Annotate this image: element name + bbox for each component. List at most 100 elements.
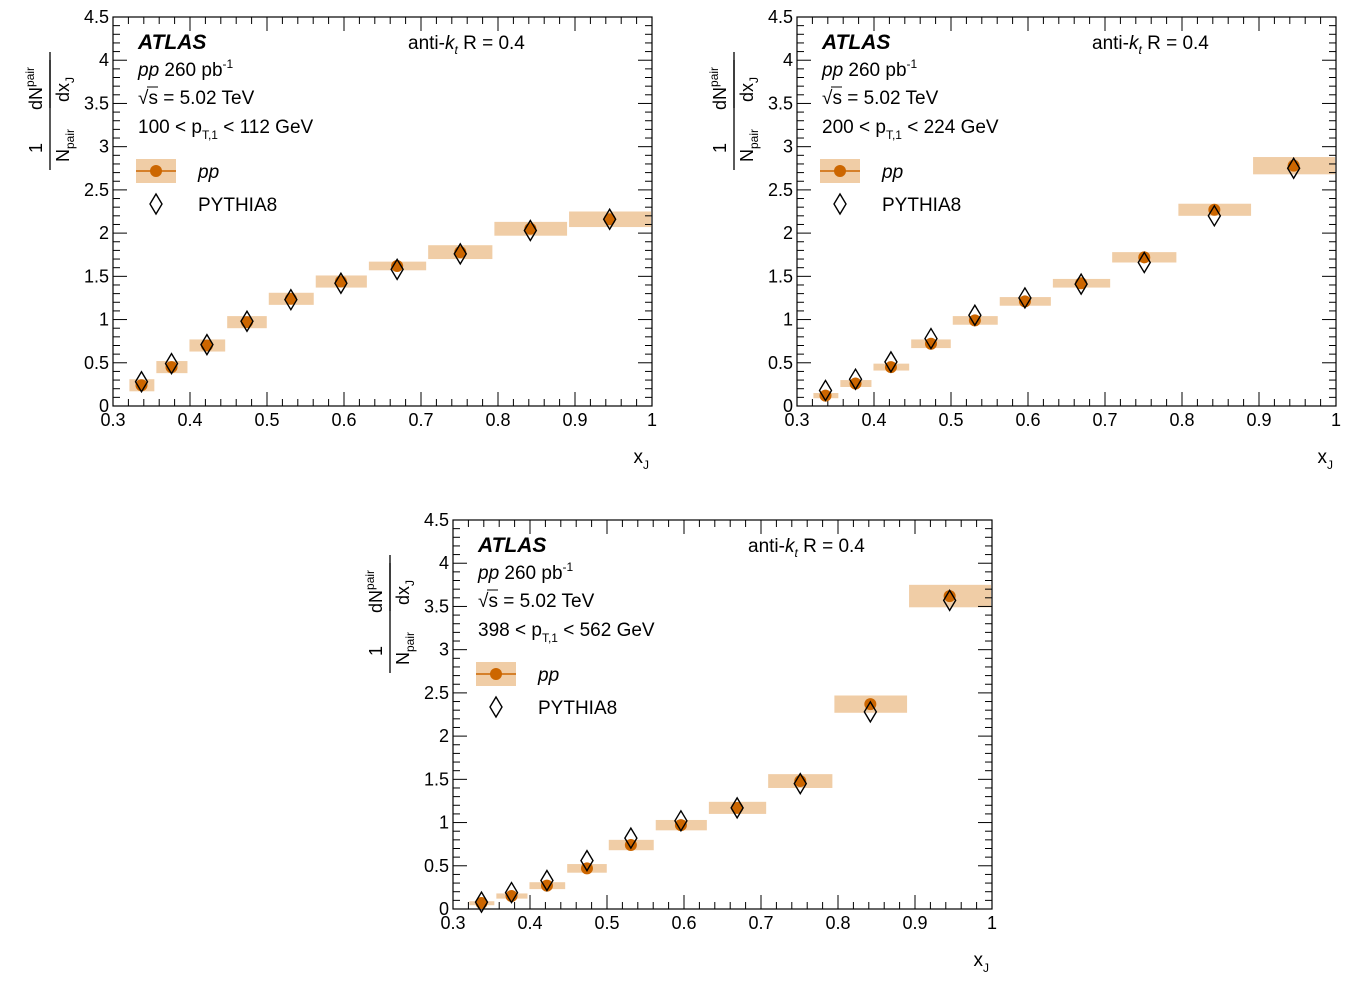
- data-point-pythia8: [240, 309, 254, 333]
- data-point-pythia8: [390, 258, 404, 281]
- y-tick-label: 1.5: [768, 266, 793, 286]
- y-tick-label: 4: [783, 50, 793, 70]
- data-point-pythia8: [134, 370, 149, 394]
- y-tick-label: 0.5: [424, 856, 449, 876]
- chart-panel-2: 0 0.5 1 1.5 2 2.5 3 3.5 4 4.5 0.3 0.4 0.5 0.6 0.7 0.8 0.…: [684, 0, 1362, 485]
- x-tick-label: 0.9: [1246, 410, 1271, 430]
- y-tick-label: 1.5: [424, 769, 449, 789]
- data-point-pythia8: [1286, 156, 1301, 180]
- energy-label: √s = 5.02 TeV: [822, 88, 939, 109]
- y-title-num: dNpair: [23, 67, 46, 110]
- chart-svg: 0 0.5 1 1.5 2 2.5 3 3.5 4 4.5 0.3 0.4 0.5 0.6 0.7 0.8 0.…: [23, 7, 657, 472]
- jet-algo-label: anti-kt R = 0.4: [408, 33, 525, 57]
- y-tick-label: 4.5: [84, 7, 109, 27]
- data-point-pythia8: [284, 288, 298, 312]
- data-point-pythia8: [334, 271, 348, 295]
- legend-marker-pythia8: [489, 695, 503, 719]
- data-point-pythia8: [164, 352, 179, 376]
- legend-label-pythia8: PYTHIA8: [882, 195, 961, 216]
- y-title-den: dxJ: [393, 580, 417, 605]
- y-tick-label: 1.5: [84, 266, 109, 286]
- x-tick-label: 0.7: [1092, 410, 1117, 430]
- x-tick-label: 0.5: [254, 410, 279, 430]
- x-tick-label: 0.8: [825, 913, 850, 933]
- pt-range-label: 200 < pT,1 < 224 GeV: [822, 117, 999, 142]
- x-tick-label: 0.4: [517, 913, 542, 933]
- data-point-pythia8: [580, 849, 594, 872]
- y-tick-label: 0.5: [768, 353, 793, 373]
- x-tick-label: 0.7: [748, 913, 773, 933]
- data-point-pythia8: [523, 219, 538, 242]
- pt-range-label: 398 < pT,1 < 562 GeV: [478, 620, 655, 645]
- data-point-pythia8: [1074, 272, 1088, 296]
- x-tick-label: 0.3: [100, 410, 125, 430]
- legend-label-pp: pp: [537, 665, 559, 686]
- data-point-pythia8: [818, 379, 833, 402]
- x-tick-label: 0.6: [331, 410, 356, 430]
- data-point-pp: [943, 590, 956, 603]
- legend-label-pp: pp: [197, 162, 219, 183]
- y-tick-label: 2.5: [84, 180, 109, 200]
- legend-label-pp: pp: [881, 162, 903, 183]
- y-title-den: dxJ: [53, 77, 77, 102]
- y-tick-label: 2: [99, 223, 109, 243]
- y-tick-label: 4: [99, 50, 109, 70]
- y-title-pref-num: 1: [710, 143, 730, 153]
- data-point-pp: [968, 314, 981, 327]
- data-point-pythia8: [942, 589, 957, 612]
- y-tick-label: 3: [439, 640, 449, 660]
- legend-marker-pp: [834, 165, 846, 177]
- data-point-pythia8: [624, 826, 638, 850]
- y-tick-label: 4.5: [424, 510, 449, 530]
- chart-panel-1: 0 0.5 1 1.5 2 2.5 3 3.5 4 4.5 0.3 0.4 0.5 0.6 0.7 0.8 0.…: [0, 0, 680, 485]
- data-point-pp: [505, 890, 518, 903]
- y-tick-label: 1: [99, 310, 109, 330]
- y-tick-label: 4.5: [768, 7, 793, 27]
- data-point-pp: [540, 879, 553, 892]
- y-tick-label: 1: [783, 310, 793, 330]
- jet-algo-label: anti-kt R = 0.4: [1092, 33, 1209, 57]
- data-point-pythia8: [474, 890, 489, 914]
- plot-frame: [112, 16, 653, 407]
- x-tick-label: 0.7: [408, 410, 433, 430]
- y-title-pref-den: Npair: [393, 632, 417, 665]
- chart-svg: 0 0.5 1 1.5 2 2.5 3 3.5 4 4.5 0.3 0.4 0.5 0.6 0.7 0.8 0.…: [707, 7, 1341, 472]
- data-point-pythia8: [884, 350, 898, 374]
- x-tick-label: 0.8: [1169, 410, 1194, 430]
- y-title-pref-num: 1: [26, 143, 46, 153]
- chart-panel-3: 0 0.5 1 1.5 2 2.5 3 3.5 4 4.5 0.3 0.4 0.5 0.6 0.7 0.8 0.…: [340, 503, 1020, 988]
- data-point-pp: [1138, 251, 1151, 264]
- experiment-label: ATLAS: [821, 31, 890, 54]
- data-point-pythia8: [848, 367, 863, 391]
- chart-svg: 0 0.5 1 1.5 2 2.5 3 3.5 4 4.5 0.3 0.4 0.5 0.6 0.7 0.8 0.…: [363, 510, 997, 975]
- data-point-pythia8: [1018, 286, 1032, 310]
- y-tick-label: 2.5: [424, 683, 449, 703]
- energy-label: √s = 5.02 TeV: [478, 591, 595, 612]
- data-point-pp: [884, 361, 897, 374]
- y-tick-label: 4: [439, 553, 449, 573]
- lumi-label: pp 260 pb-1: [477, 560, 574, 584]
- y-tick-label: 3.5: [84, 93, 109, 113]
- jet-algo-label: anti-kt R = 0.4: [748, 536, 865, 560]
- experiment-label: ATLAS: [477, 534, 546, 557]
- data-point-pp: [924, 337, 937, 350]
- x-tick-label: 0.3: [784, 410, 809, 430]
- legend-marker-pythia8: [149, 192, 163, 216]
- y-title-num: dNpair: [363, 570, 386, 613]
- legend-marker-pp: [150, 165, 162, 177]
- data-point-pp: [674, 819, 687, 832]
- y-axis-title: 1 Npair dNpair dxJ: [23, 52, 77, 170]
- data-point-pp: [1018, 295, 1031, 308]
- data-point-pythia8: [924, 327, 938, 350]
- y-title-num: dNpair: [707, 67, 730, 110]
- y-tick-label: 3: [783, 137, 793, 157]
- y-tick-label: 3: [99, 137, 109, 157]
- lumi-label: pp 260 pb-1: [821, 57, 918, 81]
- x-tick-label: 0.5: [938, 410, 963, 430]
- x-tick-label: 0.9: [902, 913, 927, 933]
- y-title-den: dxJ: [737, 77, 761, 102]
- y-axis-title: 1 Npair dNpair dxJ: [707, 52, 761, 170]
- data-point-pythia8: [200, 333, 214, 356]
- data-point-pythia8: [504, 881, 519, 904]
- y-title-pref-den: Npair: [53, 129, 77, 162]
